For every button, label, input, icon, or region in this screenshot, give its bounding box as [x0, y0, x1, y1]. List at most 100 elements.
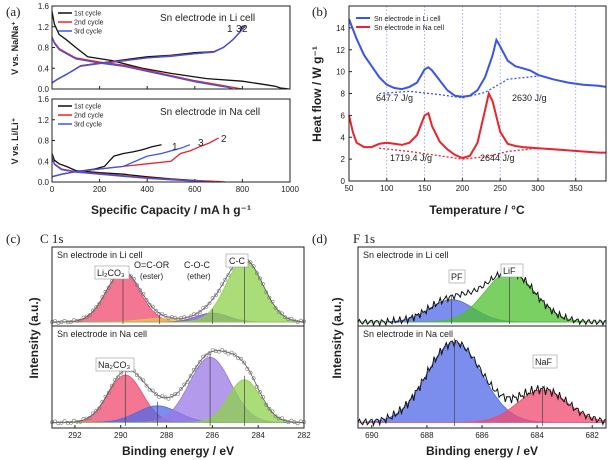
xps-data-point	[223, 277, 228, 282]
series-3rd-charge	[51, 144, 191, 178]
y-tick-label: 0.4	[38, 64, 50, 73]
xps-data-point	[198, 309, 202, 314]
xps-data-point	[154, 308, 158, 313]
y-tick-label: 0	[341, 177, 346, 186]
b-frame	[348, 5, 607, 182]
xps-data-point	[239, 356, 243, 361]
ether-label: C-O-C	[184, 260, 210, 270]
lif-label: LiF	[503, 266, 516, 276]
series-1st-cycle	[51, 11, 289, 90]
panel-label-b: (b)	[312, 4, 327, 19]
b-legend: Sn electrode in Li cell Sn electrode in …	[356, 16, 444, 32]
y-tick-label: 1.6	[38, 95, 50, 104]
y-tick-label: 10	[336, 68, 345, 77]
ester-sub-label: (ester)	[140, 272, 163, 281]
x-tick-label: 690	[365, 431, 379, 440]
legend-1st: 1st cycle	[74, 11, 101, 18]
x-tick-label: 400	[141, 185, 155, 194]
xps-data-point	[261, 282, 265, 286]
xps-data-point	[131, 276, 136, 281]
a-top-cycle-label-1: 1	[227, 24, 233, 35]
legend-na: Sn electrode in Na cell	[374, 25, 444, 32]
xps-data-point	[257, 390, 262, 394]
xps-data-point	[62, 419, 67, 424]
xps-data-point	[87, 313, 92, 318]
xps-data-point	[194, 312, 199, 317]
naf-box	[532, 354, 558, 369]
x-tick-label: 688	[420, 431, 434, 440]
y-tick-label: 1.6	[38, 2, 50, 11]
d-sub-li: Sn electrode in Li cell	[363, 250, 449, 260]
x-tick-label: 300	[531, 184, 545, 193]
y-tick-label: 1.2	[38, 116, 50, 125]
b-plot-area: 0 2 4 6 8 10 12 14 50 100 150 200 250 300 350	[336, 6, 607, 193]
y-tick-label: 1.2	[38, 23, 50, 32]
c-xlabel: Binding energy / eV	[122, 444, 234, 458]
xps-data-point	[91, 411, 95, 416]
pf-box	[448, 269, 466, 284]
b-ann-na-1: 1719.4 J/g	[390, 153, 432, 163]
legend-2nd: 2nd cycle	[74, 113, 104, 120]
xps-data-point	[217, 288, 221, 293]
a-top-title: Sn electrode in Li cell	[160, 13, 255, 24]
xps-data-point	[286, 420, 291, 425]
xps-data-point	[62, 318, 67, 323]
b-ann-li-1: 647.7 J/g	[376, 93, 413, 103]
cc-label: C-C	[229, 256, 245, 266]
x-tick-label: 292	[68, 431, 82, 440]
y-tick-label: 0.8	[38, 137, 50, 146]
series-3rd-cycle	[51, 155, 214, 183]
xps-data-point	[176, 391, 180, 396]
x-tick-label: 50	[345, 184, 354, 193]
d-frame	[357, 246, 607, 429]
li2co3-label: Li₂CO₃	[97, 268, 125, 278]
xps-data-point	[185, 316, 190, 321]
a-bottom-legend: 1st cycle 2nd cycle 3rd cycle	[58, 104, 104, 129]
legend-2nd: 2nd cycle	[74, 20, 104, 27]
b-xlabel: Temperature / °C	[429, 203, 525, 217]
x-tick-label: 686	[475, 431, 489, 440]
xps-data-point	[106, 390, 111, 395]
li2co3-box	[94, 265, 130, 280]
x-tick-label: 250	[493, 184, 507, 193]
xps-data-point	[59, 420, 64, 425]
panel-label-d: (d)	[312, 231, 327, 246]
xps-data-point	[261, 395, 265, 400]
x-tick-label: 288	[160, 431, 174, 440]
xps-data-point	[78, 419, 83, 424]
xps-data-point	[295, 320, 300, 324]
a-bottom-ylabel: V vs. Li/Li⁺	[10, 117, 20, 164]
xps-data-point	[84, 314, 89, 319]
x-tick-label: 284	[252, 431, 266, 440]
xps-data-point	[172, 315, 177, 320]
xps-data-point	[87, 415, 92, 420]
legend-3rd: 3rd cycle	[74, 122, 102, 129]
a-bottom-cycle-label-1: 1	[172, 142, 178, 153]
peak-fill	[358, 272, 606, 323]
xps-data-point	[223, 349, 228, 354]
xps-data-point	[103, 289, 108, 294]
y-tick-label: 0.4	[38, 157, 50, 166]
xps-data-point	[144, 383, 149, 388]
xps-data-point	[141, 378, 146, 383]
a-top-cycle-label-3: 3	[236, 24, 242, 35]
d-sub-na: Sn electrode in Na cell	[363, 329, 453, 339]
xps-data-point	[100, 295, 105, 300]
series-1st-charge	[51, 144, 162, 178]
c-labels-top: Li₂CO₃ O=C-OR (ester) C-O-C (ether) C-C	[94, 253, 249, 281]
xps-data-point	[56, 320, 61, 325]
xps-data-point	[251, 376, 256, 381]
a-bottom-cycle-label-3: 3	[198, 138, 204, 149]
y-tick-label: 0.0	[38, 178, 50, 187]
series-Sn-electrode-in-Li-cell	[348, 18, 607, 98]
xps-data-point	[144, 298, 149, 302]
na2co3-label: Na₂CO₃	[98, 360, 130, 370]
xps-data-point	[150, 388, 155, 393]
xps-data-point	[138, 288, 143, 293]
xps-data-point	[100, 399, 105, 404]
a-xlabel: Specific Capacity / mA h g⁻¹	[91, 203, 251, 217]
xps-data-point	[273, 414, 278, 419]
d-ylabel: Intensity (a.u.)	[330, 297, 344, 378]
x-tick-label: 350	[569, 184, 583, 193]
